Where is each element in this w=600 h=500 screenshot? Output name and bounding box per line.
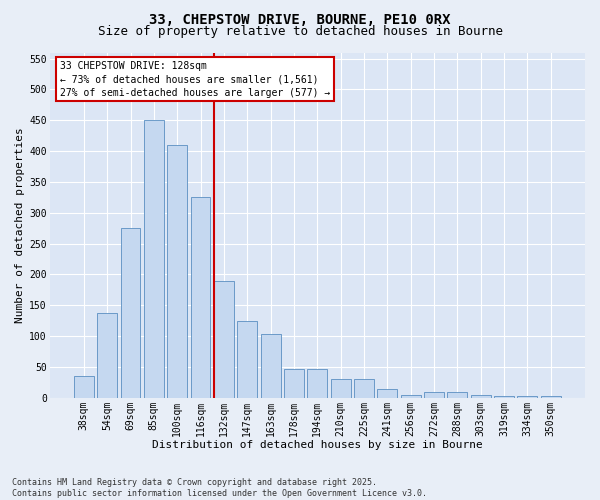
Bar (121, 228, 140, 398)
Text: 33 CHEPSTOW DRIVE: 128sqm
← 73% of detached houses are smaller (1,561)
27% of se: 33 CHEPSTOW DRIVE: 128sqm ← 73% of detac… (60, 61, 331, 98)
Bar (260, 334, 281, 398)
Bar (354, 380, 374, 398)
Bar (377, 388, 397, 398)
Bar (97, 314, 117, 398)
Bar (331, 380, 350, 398)
Bar (214, 280, 234, 398)
Bar (517, 396, 538, 398)
Bar (494, 396, 514, 398)
Text: Size of property relative to detached houses in Bourne: Size of property relative to detached ho… (97, 25, 503, 38)
Bar (401, 394, 421, 398)
Bar (424, 392, 444, 398)
Y-axis label: Number of detached properties: Number of detached properties (15, 128, 25, 323)
Text: 33, CHEPSTOW DRIVE, BOURNE, PE10 0RX: 33, CHEPSTOW DRIVE, BOURNE, PE10 0RX (149, 12, 451, 26)
Bar (238, 320, 257, 398)
Bar (307, 370, 327, 398)
Bar (284, 369, 304, 398)
Bar (471, 396, 491, 398)
Bar (144, 120, 164, 398)
Bar (541, 396, 560, 398)
Bar (74, 376, 94, 398)
X-axis label: Distribution of detached houses by size in Bourne: Distribution of detached houses by size … (152, 440, 482, 450)
Text: Contains HM Land Registry data © Crown copyright and database right 2025.
Contai: Contains HM Land Registry data © Crown c… (12, 478, 427, 498)
Bar (167, 145, 187, 398)
Bar (448, 392, 467, 398)
Bar (191, 198, 211, 398)
